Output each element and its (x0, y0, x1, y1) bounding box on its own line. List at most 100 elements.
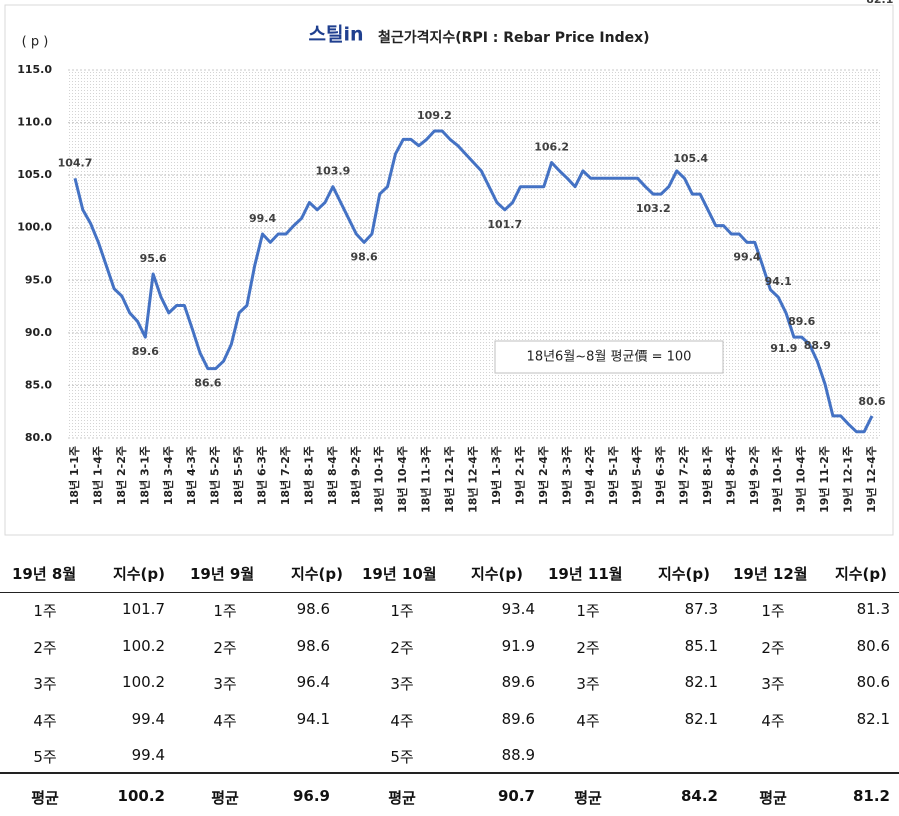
x-tick-label: 18년 2-2주 (114, 446, 128, 505)
x-tick-label: 19년 9-2주 (747, 446, 761, 505)
table-cell: 평균 (574, 789, 602, 807)
x-tick-label: 18년 8-1주 (301, 446, 315, 505)
table-cell: 평균 (388, 789, 416, 807)
data-label: 80.6 (858, 395, 885, 408)
x-tick-label: 18년 1-4주 (90, 446, 104, 505)
y-tick-label: 95.0 (25, 273, 52, 286)
x-tick-label: 19년 6-3주 (653, 446, 667, 505)
y-axis-label: ( p ) (22, 35, 49, 50)
data-label: 103.9 (315, 165, 350, 178)
table-cell: 87.3 (684, 600, 718, 618)
y-tick-label: 115.0 (17, 63, 52, 76)
y-tick-label: 100.0 (17, 221, 52, 234)
table-cell: 93.4 (501, 600, 535, 618)
data-label: 94.1 (765, 275, 792, 288)
table-cell: 82.1 (684, 709, 718, 728)
table-cell: 19년 10월 (362, 565, 437, 583)
x-tick-label: 19년 12-1주 (841, 446, 855, 513)
data-label: 101.7 (487, 218, 522, 231)
table-cell: 19년 8월 (12, 565, 77, 583)
table-cell: 지수(p) (470, 565, 523, 583)
table-cell: 19년 11월 (548, 565, 623, 583)
data-label: 91.9 (770, 342, 797, 355)
table-cell: 1주 (213, 602, 237, 620)
table-cell: 1주 (33, 602, 57, 620)
x-tick-label: 18년 9-2주 (348, 446, 362, 505)
table-cell: 3주 (213, 675, 237, 693)
data-label: 104.7 (58, 156, 93, 169)
table-cell: 평균 (211, 789, 239, 807)
table-cell: 90.7 (497, 787, 535, 805)
table-cell: 평균 (31, 789, 59, 807)
series-line (73, 129, 874, 434)
data-label: 109.2 (417, 109, 452, 122)
x-tick-label: 18년 11-3주 (419, 446, 433, 513)
table-cell: 2주 (213, 638, 237, 657)
table-cell: 2주 (390, 638, 414, 657)
table-cell: 1주 (390, 602, 414, 620)
x-tick-label: 18년 5-2주 (208, 446, 222, 505)
table-cell: 84.2 (680, 787, 718, 805)
y-tick-label: 105.0 (17, 168, 52, 181)
x-tick-label: 18년 1-1주 (67, 446, 81, 505)
table-rule (0, 772, 899, 774)
x-tick-label: 18년 8-4주 (325, 446, 339, 505)
table-cell: 4주 (576, 711, 600, 730)
x-tick-label: 18년 10-4주 (395, 446, 409, 513)
plot-area (68, 70, 880, 438)
x-tick-label: 18년 10-1주 (372, 446, 386, 513)
x-tick-label: 18년 6-3주 (255, 446, 269, 505)
x-tick-label: 19년 8-4주 (723, 446, 737, 505)
x-tick-label: 18년 12-1주 (442, 446, 456, 513)
table-cell: 지수(p) (657, 565, 710, 583)
y-tick-label: 80.0 (25, 431, 52, 444)
table-cell: 2주 (33, 638, 57, 657)
y-tick-label: 85.0 (25, 378, 52, 391)
x-tick-label: 19년 10-4주 (794, 446, 808, 513)
x-tick-label: 19년 3-3주 (559, 446, 573, 505)
data-label: 86.6 (194, 377, 221, 390)
x-tick-label: 19년 12-4주 (864, 446, 878, 513)
x-tick-label: 18년 12-4주 (466, 446, 480, 513)
data-label: 105.4 (673, 152, 708, 165)
y-tick-label: 110.0 (17, 116, 52, 129)
table-cell: 3주 (390, 675, 414, 693)
data-label: 99.4 (249, 212, 276, 225)
table-cell: 101.7 (122, 600, 165, 618)
data-label: 95.6 (140, 252, 167, 265)
x-tick-label: 19년 10-1주 (770, 446, 784, 513)
x-tick-label: 18년 5-5주 (231, 446, 245, 505)
x-tick-label: 19년 11-2주 (817, 446, 831, 513)
table-cell: 91.9 (501, 636, 535, 655)
table-cell: 1주 (761, 602, 785, 620)
table-cell: 81.3 (856, 600, 890, 618)
table-cell: 99.4 (131, 746, 165, 764)
x-tick-label: 19년 8-1주 (700, 446, 714, 505)
table-cell: 99.4 (131, 709, 165, 728)
table-cell: 4주 (390, 711, 414, 730)
table-cell: 5주 (33, 748, 57, 766)
table-cell: 3주 (576, 675, 600, 693)
x-tick-label: 19년 7-2주 (676, 446, 690, 505)
table-cell: 4주 (33, 711, 57, 730)
table-cell: 94.1 (296, 709, 330, 728)
data-label: 89.6 (788, 315, 815, 328)
table-cell: 1주 (576, 602, 600, 620)
table-cell: 96.9 (292, 787, 330, 805)
table-cell: 3주 (33, 675, 57, 693)
table-cell: 100.2 (117, 787, 165, 805)
x-tick-label: 19년 2-1주 (512, 446, 526, 505)
table-cell: 평균 (759, 789, 787, 807)
chart: 스틸in 철근가격지수(RPI : Rebar Price Index) ( p… (4, 0, 894, 536)
data-label: 89.6 (132, 345, 159, 358)
table-cell: 89.6 (501, 673, 535, 691)
table-cell: 98.6 (296, 600, 330, 618)
chart-title: 철근가격지수(RPI : Rebar Price Index) (378, 29, 650, 46)
table-cell: 4주 (761, 711, 785, 730)
table-cell: 98.6 (296, 636, 330, 655)
table-rule (0, 592, 899, 593)
x-tick-label: 18년 7-2주 (278, 446, 292, 505)
table-cell: 3주 (761, 675, 785, 693)
table-cell: 5주 (390, 748, 414, 766)
